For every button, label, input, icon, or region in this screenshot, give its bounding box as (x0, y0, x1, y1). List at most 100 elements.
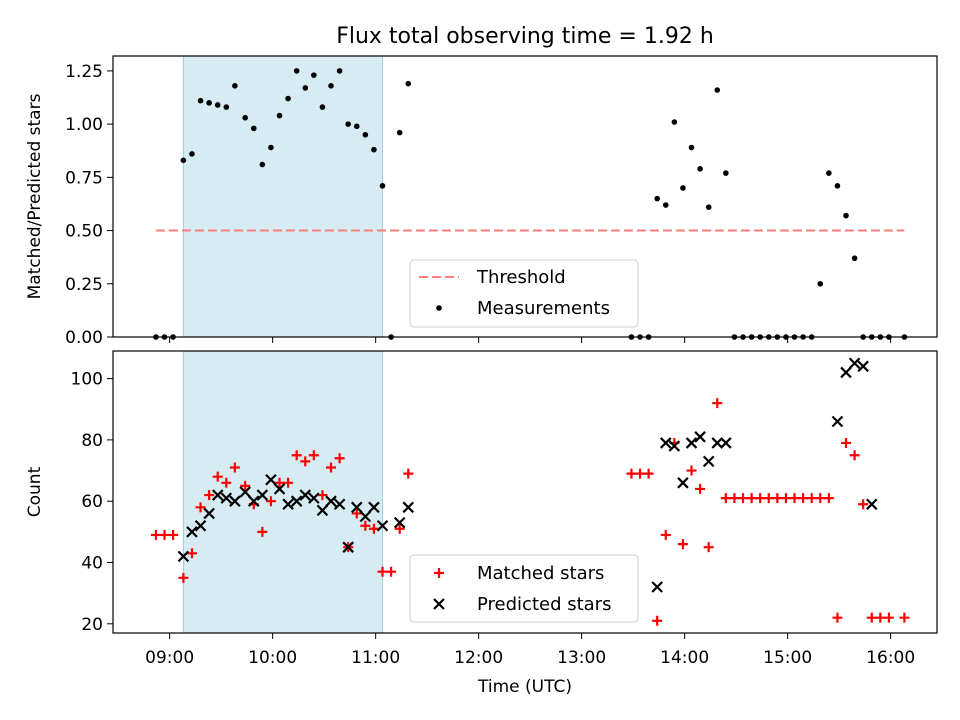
matched-star-point (858, 499, 869, 510)
matched-star-point (729, 493, 740, 504)
predicted-star-point (359, 510, 372, 523)
matched-star-point (772, 493, 783, 504)
predicted-star-point (368, 501, 380, 514)
top-axes-frame (112, 55, 938, 338)
predicted-star-point (247, 495, 260, 507)
matched-star-point (394, 523, 405, 534)
x-tick-label: 14:00 (660, 648, 709, 668)
matched-star-point (677, 539, 688, 550)
measurement-point (232, 83, 238, 89)
legend-threshold-label: Threshold (476, 267, 566, 288)
matched-star-point (899, 612, 910, 623)
y-tick-label: 60 (81, 492, 103, 512)
predicted-star-point (393, 516, 406, 529)
predicted-star-point (229, 495, 241, 507)
matched-star-point (368, 523, 379, 534)
measurement-point (834, 183, 841, 189)
predicted-star-point (299, 489, 312, 501)
predicted-star-point (720, 437, 732, 449)
x-tick-label: 11:00 (351, 648, 400, 668)
matched-star-point (317, 490, 328, 501)
measurement-point (396, 129, 403, 136)
matched-star-point (326, 462, 337, 473)
predicted-star-point (376, 519, 389, 532)
matched-star-point (274, 477, 285, 488)
y-tick-label: 0.25 (65, 275, 103, 295)
predicted-star-point (220, 492, 233, 504)
measurement-point (405, 80, 412, 87)
y-tick-label: 0.75 (65, 168, 103, 188)
matched-star-point (686, 465, 697, 476)
predicted-star-point (282, 498, 294, 511)
measurement-point (180, 157, 187, 164)
predicted-star-point (831, 415, 844, 428)
predicted-star-point (325, 495, 337, 507)
matched-star-point (635, 468, 646, 479)
y-axis-label: Matched/Predicted stars (25, 93, 45, 299)
legend-predicted-label: Predicted stars (477, 594, 611, 615)
matched-star-point (712, 398, 723, 409)
measurement-point (817, 280, 824, 287)
measurement-point (336, 68, 343, 74)
matched-star-point (150, 529, 161, 540)
measurement-point (705, 204, 712, 210)
matched-star-point (386, 566, 397, 577)
predicted-star-point (342, 541, 354, 553)
bottom-axes-frame (112, 350, 938, 634)
measurement-point (214, 102, 221, 108)
matched-star-point (652, 615, 663, 626)
matched-star-point (643, 468, 654, 479)
measurement-point (197, 97, 204, 104)
measurement-point (223, 104, 230, 110)
predicted-star-point (239, 486, 251, 498)
measurement-point (276, 112, 283, 119)
matched-star-point (334, 453, 345, 464)
x-tick-label: 09:00 (145, 648, 194, 668)
measurement-point (189, 151, 195, 157)
measurement-point (697, 166, 703, 172)
y-tick-label: 40 (81, 554, 103, 574)
matched-star-point (221, 477, 232, 488)
measurement-point (826, 170, 832, 176)
measurement-point (680, 185, 686, 191)
predicted-star-point (651, 581, 663, 593)
legend-matched-label: Matched stars (477, 563, 604, 584)
measurement-point (311, 72, 317, 78)
matched-star-point (300, 456, 311, 467)
y-tick-label: 1.00 (65, 115, 103, 135)
measurement-point (293, 68, 300, 74)
y-axis-label: Count (25, 466, 45, 517)
observing-window-shade (182, 55, 384, 338)
legend-box (409, 259, 639, 328)
legend-box (409, 554, 639, 623)
measurement-point (371, 146, 377, 153)
predicted-star-point (273, 483, 286, 495)
matched-star-point (168, 529, 179, 540)
matched-star-point (377, 566, 388, 577)
measurement-point (362, 131, 369, 138)
matched-star-point (360, 520, 371, 531)
matched-star-point (178, 572, 189, 583)
predicted-star-point (316, 504, 329, 517)
matched-star-point (229, 462, 240, 473)
matched-star-point (720, 493, 731, 504)
matched-star-point (789, 493, 800, 504)
matched-star-point (308, 450, 319, 461)
matched-star-point (212, 471, 223, 482)
predicted-star-point (848, 357, 861, 370)
matched-star-point (626, 468, 637, 479)
legend-measurement-swatch (436, 305, 442, 311)
measurement-point (654, 195, 660, 202)
matched-star-point (283, 477, 294, 488)
measurement-point (688, 144, 695, 151)
matched-star-point (240, 480, 251, 491)
measurement-point (250, 125, 257, 132)
measurement-point (302, 85, 309, 91)
predicted-star-point (702, 455, 715, 468)
matched-star-point (841, 437, 852, 448)
measurement-point (259, 161, 266, 168)
predicted-star-point (402, 501, 415, 514)
x-tick-label: 16:00 (866, 648, 915, 668)
